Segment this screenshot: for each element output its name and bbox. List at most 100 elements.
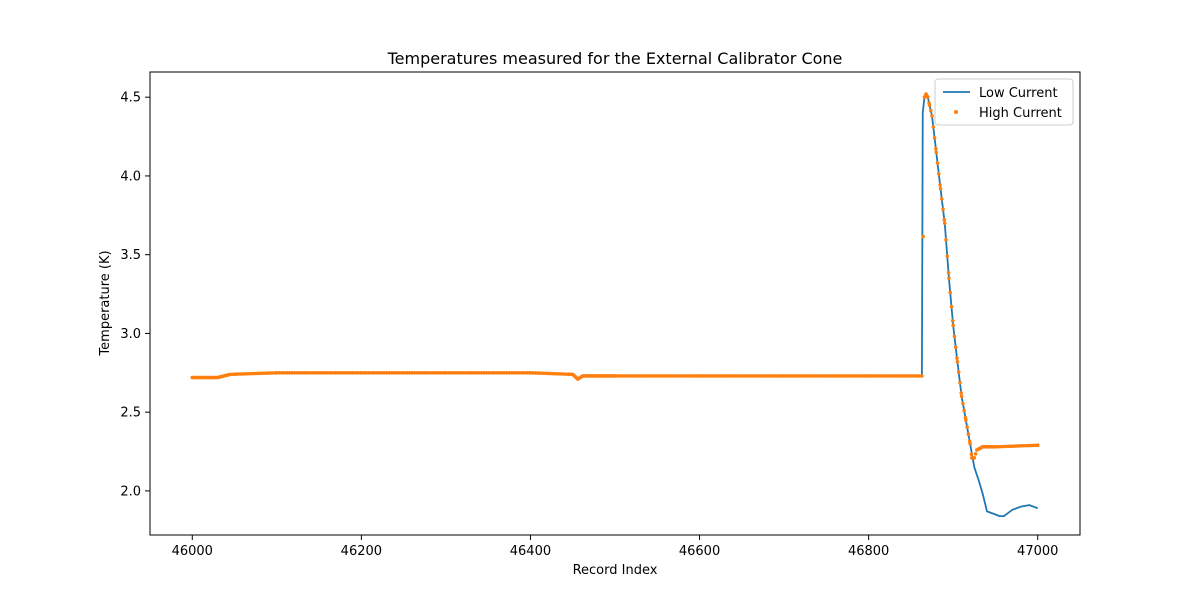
data-point xyxy=(743,374,747,378)
data-point xyxy=(359,370,364,375)
data-point xyxy=(261,371,266,376)
data-point xyxy=(700,374,704,378)
data-point xyxy=(620,374,625,378)
data-point xyxy=(405,370,409,375)
data-point xyxy=(651,374,655,378)
data-point xyxy=(277,370,282,375)
data-point xyxy=(238,372,243,376)
data-point xyxy=(782,374,786,378)
data-point xyxy=(387,370,392,375)
data-point xyxy=(946,270,951,275)
legend-swatch-high-current xyxy=(954,110,958,114)
data-point xyxy=(517,370,522,375)
data-point xyxy=(807,374,812,378)
data-point xyxy=(618,374,622,378)
data-point xyxy=(520,370,524,375)
data-point xyxy=(369,370,374,375)
data-point xyxy=(964,418,968,422)
data-point xyxy=(669,374,673,378)
data-point xyxy=(961,401,965,406)
data-point xyxy=(613,374,617,378)
data-point xyxy=(876,374,881,378)
data-point xyxy=(681,374,686,378)
data-point xyxy=(756,374,760,378)
data-point xyxy=(843,374,847,378)
data-point xyxy=(346,370,350,375)
data-point xyxy=(1024,443,1028,448)
data-point xyxy=(787,374,791,378)
x-tick-label: 46000 xyxy=(172,544,213,559)
data-point xyxy=(959,394,964,399)
data-point xyxy=(959,391,964,395)
plot-frame xyxy=(149,71,1081,536)
data-point xyxy=(275,370,279,375)
data-point xyxy=(636,374,640,378)
data-point xyxy=(449,370,453,375)
data-point xyxy=(333,370,337,375)
data-point xyxy=(625,374,630,378)
data-point xyxy=(952,334,957,339)
x-axis: 46000 46200 46400 46600 46800 47000 xyxy=(172,535,1058,559)
data-point xyxy=(451,370,456,375)
data-point xyxy=(236,372,240,376)
data-point xyxy=(845,374,850,378)
y-tick-label: 2.0 xyxy=(120,484,141,499)
data-point xyxy=(723,374,727,378)
data-point xyxy=(446,370,451,375)
data-point xyxy=(397,370,402,375)
data-point xyxy=(444,370,448,375)
data-point xyxy=(1006,444,1010,449)
data-point xyxy=(712,374,717,378)
data-point xyxy=(679,374,683,378)
data-point xyxy=(733,374,737,378)
data-point xyxy=(955,356,959,360)
data-point xyxy=(1001,444,1005,449)
data-point xyxy=(853,374,857,378)
data-point xyxy=(951,323,955,328)
chart-title: Temperatures measured for the External C… xyxy=(387,49,843,68)
data-point xyxy=(810,374,814,378)
x-tick-label: 46200 xyxy=(341,544,382,559)
data-point xyxy=(858,374,862,378)
legend-label-low-current: Low Current xyxy=(979,86,1058,101)
data-point xyxy=(694,374,698,378)
data-point xyxy=(934,146,938,151)
data-point xyxy=(973,452,978,456)
data-point xyxy=(915,374,919,378)
data-point xyxy=(827,374,832,378)
data-point xyxy=(860,374,865,378)
data-point xyxy=(499,370,504,375)
data-point xyxy=(512,370,517,375)
data-point xyxy=(477,370,481,375)
data-point xyxy=(1031,443,1036,448)
data-point xyxy=(879,374,884,378)
data-point xyxy=(930,114,934,118)
data-point xyxy=(372,370,376,375)
data-point xyxy=(735,374,740,378)
data-point xyxy=(805,374,809,378)
data-point xyxy=(848,374,852,378)
data-point xyxy=(367,370,371,375)
data-point xyxy=(266,371,271,375)
data-point xyxy=(510,370,514,375)
data-point xyxy=(362,370,366,375)
data-point xyxy=(869,374,873,378)
data-point xyxy=(556,372,561,376)
data-point xyxy=(338,370,343,375)
data-point xyxy=(428,370,432,375)
data-point xyxy=(938,186,943,191)
data-point xyxy=(887,374,891,378)
data-point xyxy=(364,370,369,375)
data-point xyxy=(310,370,315,375)
data-point xyxy=(691,374,696,378)
data-point xyxy=(415,370,419,375)
data-point xyxy=(548,371,553,376)
data-point xyxy=(942,221,947,225)
data-point xyxy=(730,374,735,378)
data-point xyxy=(502,370,507,375)
data-point xyxy=(909,374,914,378)
data-point xyxy=(295,370,299,375)
data-point xyxy=(630,374,635,378)
data-point xyxy=(648,374,653,378)
data-point xyxy=(1016,444,1021,448)
